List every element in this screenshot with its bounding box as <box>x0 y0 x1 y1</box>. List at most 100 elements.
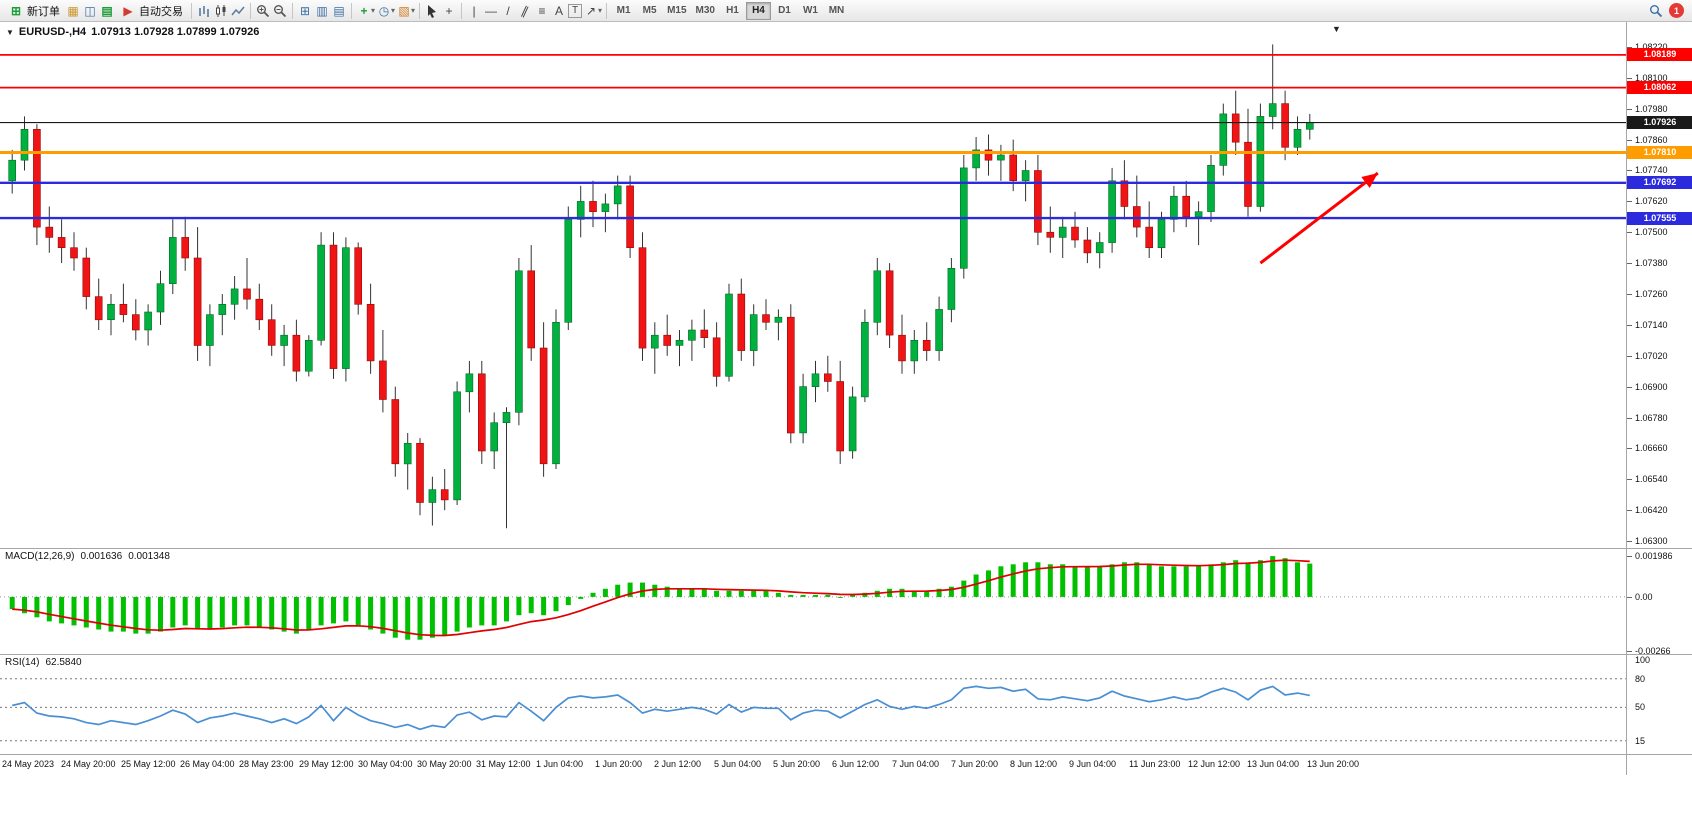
autotrading-button[interactable]: ▶ 自动交易 <box>116 1 187 21</box>
price-axis[interactable]: 1.08220 1.08100 1.07980 1.07860 1.07740 1.076… <box>1626 22 1692 548</box>
arrow-objects-icon[interactable]: ↗ <box>586 3 597 18</box>
time-axis-label: 26 May 04:00 <box>180 759 235 769</box>
timeframe-mn-button[interactable]: MN <box>824 2 849 20</box>
price-tick-label: 1.06420 <box>1635 505 1668 515</box>
rsi-axis-label: 15 <box>1635 736 1646 746</box>
new-order-button[interactable]: ⊞ 新订单 <box>4 1 64 21</box>
time-axis-corner <box>1626 755 1692 775</box>
rsi-axis[interactable]: 100 80 50 15 <box>1626 655 1692 754</box>
arrow-objects-dropdown-icon[interactable]: ▾ <box>598 6 603 15</box>
line-chart-icon[interactable] <box>230 3 246 19</box>
indicators-dropdown-icon[interactable]: ▾ <box>371 6 376 15</box>
macd-axis-label: -0.00266 <box>1635 646 1671 656</box>
macd-plot-area[interactable]: MACD(12,26,9) 0.001636 0.001348 <box>0 549 1626 654</box>
macd-label: MACD(12,26,9) <box>5 551 75 562</box>
new-order-label: 新订单 <box>27 5 60 18</box>
crosshair-icon[interactable]: + <box>445 3 453 18</box>
macd-main-value: 0.001636 <box>80 551 123 562</box>
timeframe-d1-button[interactable]: D1 <box>772 2 797 20</box>
timeframe-m1-button[interactable]: M1 <box>611 2 636 20</box>
profiles-icon[interactable]: ◫ <box>84 3 96 18</box>
channel-icon[interactable]: ∥ <box>519 2 531 19</box>
rsi-panel: RSI(14) 62.5840 100 80 50 15 <box>0 654 1692 754</box>
price-plot-area[interactable]: ▼ EURUSD-,H4 1.07913 1.07928 1.07899 1.0… <box>0 22 1626 548</box>
toolbar-separator <box>419 2 421 19</box>
chart-shift-marker[interactable]: ▼ <box>1332 24 1341 34</box>
rsi-chart[interactable] <box>0 655 1626 754</box>
time-axis-label: 5 Jun 04:00 <box>714 759 762 769</box>
new-chart-icon[interactable]: ▦ <box>67 3 79 18</box>
tile-windows-icon[interactable]: ⊞ <box>299 3 311 18</box>
rsi-axis-label: 100 <box>1635 655 1651 665</box>
fibonacci-icon[interactable]: ≡ <box>538 3 546 18</box>
indicators-icon[interactable]: + <box>360 3 368 18</box>
time-axis-label: 1 Jun 04:00 <box>536 759 584 769</box>
time-axis-label: 30 May 20:00 <box>417 759 472 769</box>
price-tick-label: 1.06900 <box>1635 382 1668 392</box>
new-order-icon: ⊞ <box>10 3 22 18</box>
time-axis-label: 12 Jun 12:00 <box>1188 759 1241 769</box>
market-watch-icon[interactable]: ▤ <box>101 3 113 18</box>
toolbar-separator <box>606 2 608 19</box>
trendline-icon[interactable]: / <box>506 3 510 18</box>
vertical-line-icon[interactable]: | <box>472 3 476 18</box>
price-tick-label: 1.07380 <box>1635 258 1668 268</box>
horizontal-line-icon[interactable]: — <box>485 3 498 18</box>
rsi-plot-area[interactable]: RSI(14) 62.5840 <box>0 655 1626 754</box>
price-tick-label: 1.08220 <box>1635 42 1668 52</box>
time-axis-label: 8 Jun 12:00 <box>1010 759 1058 769</box>
macd-signal-value: 0.001348 <box>128 551 170 562</box>
price-tick-label: 1.07980 <box>1635 104 1668 114</box>
timeframe-h1-button[interactable]: H1 <box>720 2 745 20</box>
macd-panel: MACD(12,26,9) 0.001636 0.001348 0.001986… <box>0 548 1692 656</box>
rsi-label: RSI(14) <box>5 657 40 668</box>
time-axis-label: 6 Jun 12:00 <box>832 759 880 769</box>
timeframe-h4-button[interactable]: H4 <box>745 1 771 20</box>
candlestick-chart-icon[interactable] <box>213 3 229 19</box>
templates-icon[interactable]: ▧ <box>398 3 410 18</box>
rsi-axis-label: 80 <box>1635 674 1646 684</box>
templates-dropdown-icon[interactable]: ▾ <box>411 6 416 15</box>
collapse-icon[interactable]: ▼ <box>6 27 14 37</box>
autotrading-label: 自动交易 <box>139 5 183 18</box>
chart-header: ▼ EURUSD-,H4 1.07913 1.07928 1.07899 1.0… <box>6 26 259 38</box>
time-axis-label: 1 Jun 20:00 <box>595 759 643 769</box>
search-icon[interactable] <box>1648 3 1664 19</box>
symbol-period-label: EURUSD-,H4 <box>18 26 87 38</box>
periods-clock-icon[interactable]: ◷ <box>378 3 390 18</box>
timeframe-m15-button[interactable]: M15 <box>663 2 690 20</box>
macd-chart[interactable] <box>0 549 1626 654</box>
notification-badge[interactable]: 1 <box>1669 3 1684 18</box>
toolbar-separator <box>250 2 251 19</box>
toolbar-separator <box>191 2 192 19</box>
time-axis-label: 9 Jun 04:00 <box>1069 759 1117 769</box>
price-tick-label: 1.06540 <box>1635 474 1668 484</box>
text-label-icon[interactable]: T <box>568 3 583 18</box>
candlestick-chart[interactable] <box>0 22 1626 548</box>
text-icon[interactable]: A <box>555 3 564 18</box>
timeframe-w1-button[interactable]: W1 <box>798 2 823 20</box>
time-axis-label: 7 Jun 20:00 <box>951 759 999 769</box>
macd-axis-label: 0.00 <box>1635 592 1653 602</box>
cursor-icon[interactable] <box>424 3 440 19</box>
price-tick-label: 1.07620 <box>1635 196 1668 206</box>
rsi-value: 62.5840 <box>45 657 82 668</box>
bottom-filler <box>0 774 1692 838</box>
zoom-out-icon[interactable] <box>272 3 288 19</box>
time-axis-label: 28 May 23:00 <box>239 759 294 769</box>
price-tick-label: 1.07740 <box>1635 165 1668 175</box>
time-axis-label: 5 Jun 20:00 <box>773 759 821 769</box>
macd-axis[interactable]: 0.001986 0.00 -0.00266 <box>1626 549 1692 656</box>
timeframe-m30-button[interactable]: M30 <box>692 2 719 20</box>
periods-dropdown-icon[interactable]: ▾ <box>391 6 396 15</box>
bar-chart-icon[interactable] <box>196 3 212 19</box>
price-level-box: 1.08062 <box>1627 81 1692 94</box>
timeframe-m5-button[interactable]: M5 <box>637 2 662 20</box>
price-tick-label: 1.08100 <box>1635 73 1668 83</box>
arrange-windows-icon[interactable]: ▤ <box>333 3 345 18</box>
macd-header: MACD(12,26,9) 0.001636 0.001348 <box>5 551 170 562</box>
zoom-in-icon[interactable] <box>255 3 271 19</box>
time-axis[interactable]: 24 May 2023 24 May 20:00 25 May 12:00 26 Ma… <box>0 755 1626 775</box>
cascade-windows-icon[interactable]: ▥ <box>316 3 328 18</box>
price-level-box: 1.07810 <box>1627 146 1692 159</box>
